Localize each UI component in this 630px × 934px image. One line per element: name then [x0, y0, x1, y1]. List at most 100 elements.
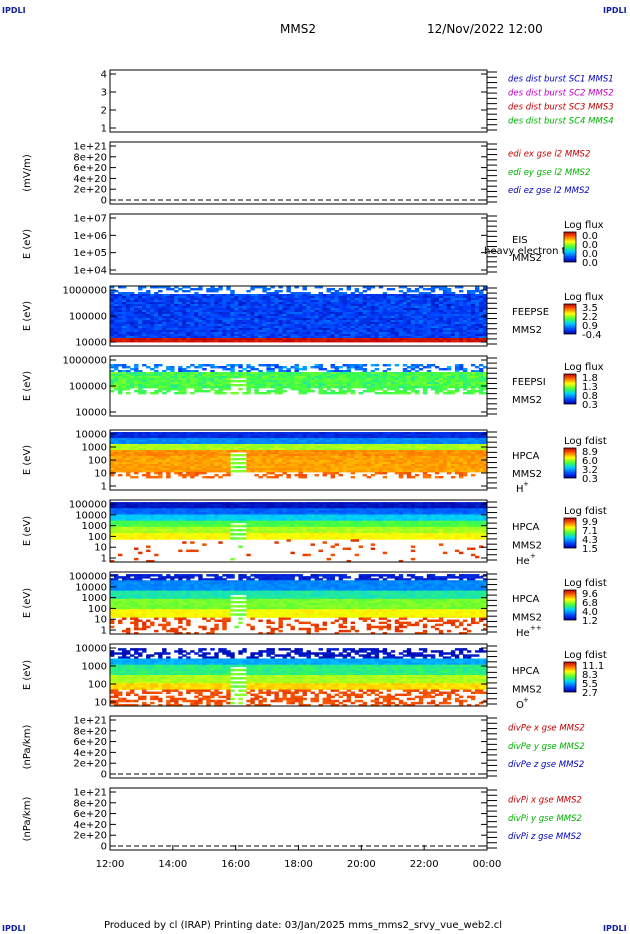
- heatmap-cell: [402, 442, 408, 445]
- heatmap-cell: [214, 312, 219, 315]
- heatmap-cell: [186, 304, 191, 307]
- heatmap-cell: [174, 372, 179, 375]
- heatmap-cell: [234, 318, 239, 321]
- heatmap-cell: [190, 306, 195, 309]
- heatmap-cell: [242, 340, 247, 343]
- heatmap-cell: [446, 300, 452, 303]
- heatmap-cell: [314, 372, 319, 375]
- heatmap-cell: [418, 432, 424, 435]
- heatmap-cell: [210, 388, 215, 391]
- heatmap-cell: [142, 438, 147, 441]
- heatmap-cell: [250, 312, 255, 315]
- heatmap-cell: [458, 366, 464, 369]
- heatmap-cell: [246, 334, 251, 337]
- heatmap-cell: [382, 324, 388, 327]
- heatmap-cell: [390, 384, 396, 387]
- heatmap-cell: [426, 382, 432, 385]
- heatmap-cell: [230, 312, 235, 315]
- heatmap-cell: [438, 320, 444, 323]
- heatmap-cell: [334, 294, 340, 297]
- heatmap-cell: [150, 324, 155, 327]
- heatmap-cell: [290, 332, 295, 335]
- heatmap-cell: [414, 444, 420, 447]
- heatmap-cell: [418, 296, 424, 299]
- heatmap-cell: [210, 444, 215, 447]
- heatmap-cell: [286, 340, 291, 343]
- heatmap-cell: [374, 338, 380, 341]
- heatmap-cell: [154, 386, 159, 389]
- heatmap-cell: [230, 318, 235, 321]
- heatmap-cell: [366, 296, 372, 299]
- heatmap-cell: [450, 446, 456, 449]
- heatmap-cell: [274, 364, 279, 367]
- heatmap-cell: [274, 384, 279, 387]
- heatmap-cell: [474, 438, 480, 441]
- heatmap-cell: [142, 334, 147, 337]
- heatmap-cell: [290, 302, 295, 305]
- heatmap-cell: [346, 438, 352, 441]
- heatmap-cell: [158, 308, 163, 311]
- heatmap-cell: [162, 324, 167, 327]
- heatmap-cell: [286, 332, 291, 335]
- heatmap-cell: [262, 392, 267, 395]
- heatmap-cell: [342, 444, 348, 447]
- heatmap-cell: [462, 338, 468, 341]
- heatmap-cell: [450, 338, 456, 341]
- heatmap-cell: [402, 372, 408, 375]
- heatmap-cell: [218, 318, 223, 321]
- heatmap-cell: [206, 380, 211, 383]
- heatmap-cell: [118, 338, 123, 341]
- heatmap-cell: [218, 298, 223, 301]
- heatmap-cell: [178, 332, 183, 335]
- heatmap-cell: [314, 440, 319, 443]
- heatmap-cell: [322, 300, 327, 303]
- heatmap-cell: [166, 320, 171, 323]
- heatmap-cell: [250, 306, 255, 309]
- heatmap-cell: [114, 436, 119, 439]
- heatmap-cell: [266, 444, 271, 447]
- heatmap-cell: [302, 444, 307, 447]
- heatmap-cell: [338, 432, 344, 435]
- heatmap-cell: [246, 340, 251, 343]
- heatmap-cell: [142, 372, 147, 375]
- heatmap-cell: [258, 308, 263, 311]
- heatmap-cell: [386, 380, 392, 383]
- y-tick-label: 4: [101, 70, 107, 81]
- heatmap-cell: [290, 382, 295, 385]
- heatmap-cell: [226, 382, 231, 385]
- heatmap-cell: [298, 386, 303, 389]
- heatmap-cell: [466, 452, 472, 455]
- heatmap-cell: [254, 384, 259, 387]
- heatmap-cell: [162, 308, 167, 311]
- heatmap-cell: [154, 376, 159, 379]
- heatmap-cell: [114, 440, 119, 443]
- heatmap-cell: [222, 332, 227, 335]
- heatmap-cell: [170, 374, 175, 377]
- heatmap-cell: [278, 328, 283, 331]
- heatmap-cell: [310, 324, 315, 327]
- heatmap-cell: [282, 336, 287, 339]
- heatmap-cell: [434, 326, 440, 329]
- heatmap-cell: [286, 296, 291, 299]
- heatmap-cell: [134, 434, 139, 437]
- heatmap-cell: [210, 306, 215, 309]
- heatmap-cell: [130, 312, 135, 315]
- heatmap-cell: [198, 316, 203, 319]
- heatmap-cell: [362, 334, 368, 337]
- heatmap-cell: [438, 336, 444, 339]
- heatmap-cell: [402, 318, 408, 321]
- heatmap-cell: [250, 382, 255, 385]
- heatmap-cell: [398, 324, 404, 327]
- heatmap-cell: [482, 324, 488, 327]
- heatmap-cell: [278, 322, 283, 325]
- heatmap-cell: [222, 446, 227, 449]
- heatmap-cell: [338, 298, 344, 301]
- heatmap-cell: [470, 302, 476, 305]
- heatmap-cell: [198, 340, 203, 343]
- heatmap-cell: [354, 298, 360, 301]
- heatmap-cell: [158, 290, 163, 293]
- heatmap-cell: [286, 308, 291, 311]
- heatmap-cell: [218, 288, 223, 291]
- heatmap-cell: [358, 326, 364, 329]
- heatmap-cell: [358, 448, 364, 451]
